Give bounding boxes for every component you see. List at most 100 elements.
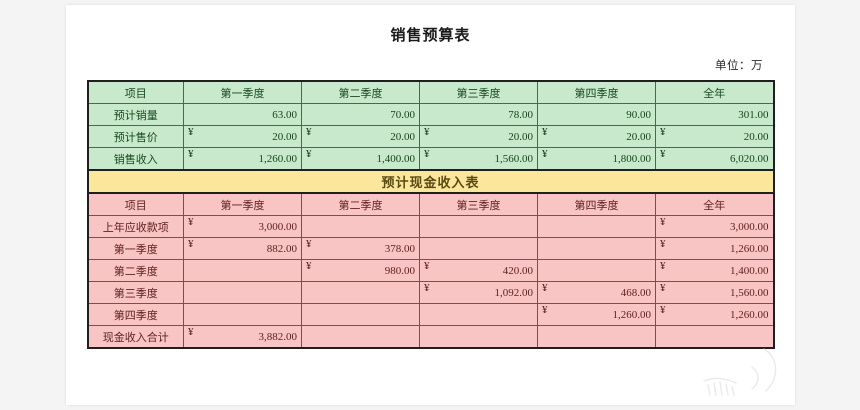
cash-receipts-row-label[interactable]: 上年应收款项	[87, 215, 184, 238]
cash-receipts-cell[interactable]: ¥3,882.00	[183, 325, 302, 349]
cash-receipts-cell[interactable]	[655, 325, 774, 349]
cash-receipts-cell[interactable]: ¥980.00	[301, 259, 420, 282]
currency-symbol: ¥	[424, 148, 430, 160]
cell-value: 20.00	[390, 130, 415, 143]
sales-budget-cell[interactable]: 70.00	[301, 103, 420, 126]
sales-budget-cell[interactable]: ¥1,400.00	[301, 147, 420, 171]
table-row: 现金收入合计 ¥3,882.00	[87, 325, 774, 349]
cash-receipts-cell[interactable]	[537, 259, 656, 282]
table-row: 上年应收款项 ¥3,000.00 ¥3,000.00	[87, 215, 774, 238]
sales-budget-cell[interactable]: ¥20.00	[537, 125, 656, 148]
cash-receipts-cell[interactable]: ¥420.00	[419, 259, 538, 282]
cash-receipts-header-0[interactable]: 项目	[87, 192, 184, 216]
currency-symbol: ¥	[306, 148, 312, 160]
currency-symbol: ¥	[188, 126, 194, 139]
cash-receipts-cell[interactable]: ¥1,260.00	[655, 303, 774, 326]
cash-receipts-cell[interactable]	[419, 325, 538, 349]
sales-budget-cell[interactable]: ¥20.00	[419, 125, 538, 148]
cash-receipts-cell[interactable]	[183, 281, 302, 304]
cash-receipts-header-4[interactable]: 第四季度	[537, 192, 656, 216]
sales-budget-cell[interactable]: ¥20.00	[183, 125, 302, 148]
cell-value: 882.00	[266, 242, 297, 255]
sales-budget-cell[interactable]: 63.00	[183, 103, 302, 126]
sales-budget-row-label[interactable]: 预计售价	[87, 125, 184, 148]
cash-receipts-cell[interactable]	[419, 215, 538, 238]
cash-receipts-cell[interactable]	[419, 237, 538, 260]
cash-receipts-cell[interactable]	[183, 259, 302, 282]
sheet-body: 项目 第一季度 第二季度 第三季度 第四季度 全年 预计销量 63.00 70.00 78.00 9…	[87, 80, 774, 349]
table-row: 第四季度 ¥1,260.00 ¥1,260.00	[87, 303, 774, 326]
sales-budget-header-3[interactable]: 第三季度	[419, 80, 538, 104]
cash-receipts-header-3[interactable]: 第三季度	[419, 192, 538, 216]
currency-symbol: ¥	[306, 260, 312, 273]
sales-budget-row-label[interactable]: 销售收入	[87, 147, 184, 171]
cell-value: 20.00	[743, 130, 769, 143]
sales-budget-cell[interactable]: ¥1,560.00	[419, 147, 538, 171]
cash-receipts-cell[interactable]: ¥3,000.00	[655, 215, 774, 238]
cash-receipts-cell[interactable]: ¥1,400.00	[655, 259, 774, 282]
currency-symbol: ¥	[542, 126, 548, 139]
sales-budget-cell[interactable]: ¥20.00	[301, 125, 420, 148]
sales-budget-cell[interactable]: 301.00	[655, 103, 774, 126]
cell-value: 1,560.00	[730, 286, 769, 299]
cash-receipts-cell[interactable]	[301, 215, 420, 238]
cell-value: 1,400.00	[376, 152, 416, 165]
cell-value: 1,260.00	[730, 242, 769, 255]
cash-receipts-cell[interactable]	[301, 325, 420, 349]
cash-receipts-row-label[interactable]: 第二季度	[87, 259, 184, 282]
cell-value: 70.00	[390, 108, 415, 121]
sales-budget-cell[interactable]: ¥1,800.00	[537, 147, 656, 171]
cash-receipts-row-label[interactable]: 现金收入合计	[87, 325, 184, 349]
cash-receipts-header-5[interactable]: 全年	[655, 192, 774, 216]
currency-symbol: ¥	[188, 148, 194, 160]
sales-budget-header-0[interactable]: 项目	[87, 80, 184, 104]
sales-budget-cell[interactable]: 90.00	[537, 103, 656, 126]
cash-receipts-cell[interactable]: ¥3,000.00	[183, 215, 302, 238]
cash-receipts-cell[interactable]: ¥1,260.00	[537, 303, 656, 326]
cash-receipts-row-label[interactable]: 第三季度	[87, 281, 184, 304]
currency-symbol: ¥	[424, 260, 430, 273]
currency-symbol: ¥	[660, 216, 666, 229]
cell-value: 420.00	[502, 264, 533, 277]
sales-budget-cell[interactable]: ¥6,020.00	[655, 147, 774, 171]
cash-receipts-cell[interactable]: ¥378.00	[301, 237, 420, 260]
sales-budget-header-1[interactable]: 第一季度	[183, 80, 302, 104]
cell-value: 1,260.00	[730, 308, 769, 321]
sales-budget-cell[interactable]: 78.00	[419, 103, 538, 126]
sales-budget-header-2[interactable]: 第二季度	[301, 80, 420, 104]
cash-receipts-banner: 预计现金收入表	[87, 169, 774, 194]
cash-receipts-cell[interactable]	[537, 237, 656, 260]
cell-value: 20.00	[508, 130, 533, 143]
currency-symbol: ¥	[660, 126, 666, 139]
cash-receipts-cell[interactable]	[301, 303, 420, 326]
cash-receipts-cell[interactable]	[183, 303, 302, 326]
cash-receipts-cell[interactable]: ¥882.00	[183, 237, 302, 260]
sales-budget-header-4[interactable]: 第四季度	[537, 80, 656, 104]
cash-receipts-cell[interactable]	[419, 303, 538, 326]
page-title: 销售预算表	[390, 28, 471, 44]
cash-receipts-row-label[interactable]: 第四季度	[87, 303, 184, 326]
sales-budget-header-5[interactable]: 全年	[655, 80, 774, 104]
currency-symbol: ¥	[542, 304, 548, 317]
sales-budget-row-label[interactable]: 预计销量	[87, 103, 184, 126]
cash-receipts-cell[interactable]	[301, 281, 420, 304]
cash-receipts-cell[interactable]: ¥1,560.00	[655, 281, 774, 304]
cash-receipts-header-2[interactable]: 第二季度	[301, 192, 420, 216]
cash-receipts-cell[interactable]	[537, 215, 656, 238]
cell-value: 378.00	[384, 242, 415, 255]
cash-receipts-cell[interactable]: ¥1,260.00	[655, 237, 774, 260]
table-row: 第三季度 ¥1,092.00 ¥468.00 ¥1,560.00	[87, 281, 774, 304]
cash-receipts-cell[interactable]	[537, 325, 656, 349]
cash-receipts-header-1[interactable]: 第一季度	[183, 192, 302, 216]
cell-value: 3,000.00	[258, 220, 298, 233]
cash-receipts-cell[interactable]: ¥468.00	[537, 281, 656, 304]
currency-symbol: ¥	[660, 148, 666, 160]
cell-value: 20.00	[626, 130, 651, 143]
cell-value: 3,000.00	[730, 220, 769, 233]
cell-value: 980.00	[384, 264, 415, 277]
cash-receipts-row-label[interactable]: 第一季度	[87, 237, 184, 260]
cash-receipts-cell[interactable]: ¥1,092.00	[419, 281, 538, 304]
cell-value: 1,260.00	[612, 308, 652, 321]
sales-budget-cell[interactable]: ¥1,260.00	[183, 147, 302, 171]
sales-budget-cell[interactable]: ¥20.00	[655, 125, 774, 148]
